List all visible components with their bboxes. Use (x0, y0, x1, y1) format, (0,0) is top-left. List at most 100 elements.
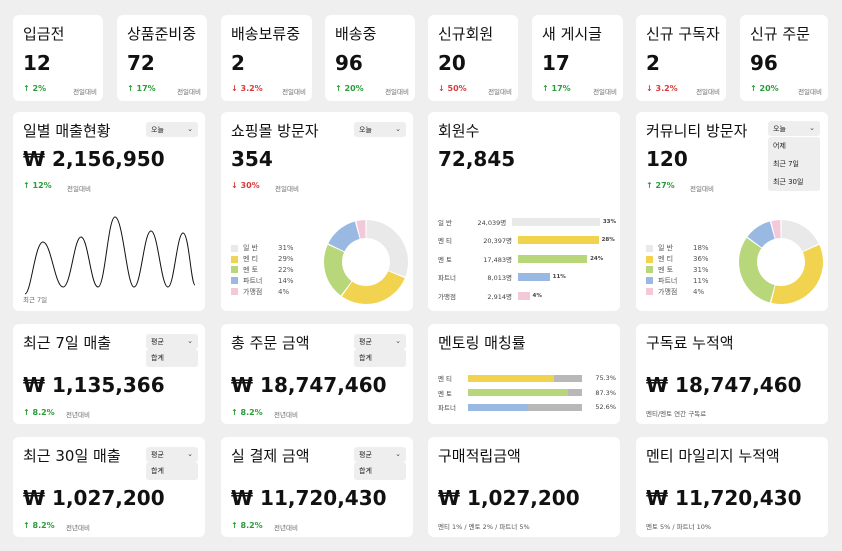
paid-amount-card: 실 결제 금액 평균 ⌄ 합계 ₩ 11,720,430 ↑ 8.2% 전년대비 (221, 437, 413, 537)
community-visitors-change: ↑ 27% (646, 181, 675, 190)
donut-slice (739, 237, 775, 303)
member-label: 가맹점 (438, 292, 456, 301)
sales-7-days-value: ₩ 1,135,366 (23, 373, 165, 397)
mall-visitors-card: 쇼핑몰 방문자 오늘 ⌄ 354 ↓ 30% 전일대비 일 반 31% 멘 티 29%… (221, 112, 413, 311)
mall-visitors-period-dropdown[interactable]: 오늘 ⌄ (354, 122, 406, 137)
stat-value: 12 (23, 51, 51, 75)
community-visitors-compare: 전일대비 (690, 185, 714, 193)
community-visitors-period-dropdown[interactable]: 오늘 ⌄ (768, 121, 820, 136)
menu-item-sum[interactable]: 합계 (359, 354, 372, 362)
member-count: 24,039명 (477, 219, 507, 227)
daily-sales-value: ₩ 2,156,950 (23, 147, 165, 171)
daily-sales-period-dropdown[interactable]: 오늘 ⌄ (146, 122, 198, 137)
stat-title: 신규회원 (438, 25, 494, 43)
legend-swatch (646, 277, 653, 285)
daily-sales-line-chart (24, 216, 196, 295)
arrow-up-icon: ↑ (231, 521, 238, 530)
daily-sales-line (24, 216, 196, 295)
stat-compare: 전일대비 (282, 88, 306, 96)
legend-pct: 18% (693, 244, 709, 253)
stat-card: 신규 구독자 2 ↓ 3.2% 전일대비 (636, 15, 726, 101)
stat-title: 신규 구독자 (646, 25, 720, 43)
mentoring-title: 멘토링 매칭률 (438, 334, 526, 352)
legend-swatch (231, 255, 238, 263)
chevron-down-icon: ⌄ (809, 124, 815, 132)
stat-pct: 3.2% (240, 84, 263, 93)
mentoring-label: 멘 티 (438, 375, 453, 383)
stat-pct: 2% (32, 84, 47, 93)
arrow-up-icon: ↑ (750, 84, 757, 93)
legend-swatch (231, 288, 238, 296)
dropdown-value: 평균 (151, 338, 164, 346)
legend-item: 멘 토 22% (231, 265, 294, 276)
stat-value: 17 (542, 51, 570, 75)
member-bar (518, 291, 530, 300)
donut-slice (771, 220, 781, 239)
legend-label: 멘 토 (243, 265, 259, 274)
chevron-down-icon: ⌄ (187, 125, 193, 133)
mentoring-pct: 75.3% (595, 374, 616, 382)
arrow-down-icon: ↓ (646, 84, 653, 93)
legend-label: 파트너 (658, 276, 678, 285)
total-orders-pct: 8.2% (240, 408, 263, 417)
dropdown-value: 오늘 (359, 126, 372, 134)
stat-pct: 50% (447, 84, 467, 93)
stat-change: ↑ 17% (127, 84, 156, 93)
legend-item: 멘 티 36% (646, 254, 709, 265)
sales-7-days-dropdown[interactable]: 평균 ⌄ (146, 334, 198, 349)
member-row: 파트너 8,013명 11% (438, 271, 616, 283)
chevron-down-icon: ⌄ (395, 450, 401, 458)
stat-value: 96 (335, 51, 363, 75)
stat-card: 배송보류중 2 ↓ 3.2% 전일대비 (221, 15, 312, 101)
mentoring-fill (468, 374, 554, 382)
member-label: 파트너 (438, 274, 456, 283)
legend-pct: 4% (693, 287, 705, 296)
menu-item-sum[interactable]: 합계 (359, 467, 372, 475)
member-bar (518, 273, 550, 282)
stat-compare: 전일대비 (696, 88, 720, 96)
menu-item-yesterday[interactable]: 어제 (773, 142, 786, 150)
member-row: 가맹점 2,914명 4% (438, 290, 616, 302)
subscription-value: ₩ 18,747,460 (646, 373, 802, 397)
sales-30-days-title: 최근 30일 매출 (23, 447, 121, 465)
purchase-points-note: 멘티 1% / 멘토 2% / 파트너 5% (438, 523, 530, 531)
member-pct: 4% (532, 292, 542, 299)
mentoring-row: 멘 토 87.3% (438, 387, 616, 399)
menu-item-last-7-days[interactable]: 최근 7일 (773, 160, 799, 168)
sales-30-days-dropdown[interactable]: 평균 ⌄ (146, 447, 198, 462)
stat-value: 72 (127, 51, 155, 75)
stat-pct: 17% (136, 84, 156, 93)
mall-visitors-value: 354 (231, 147, 273, 171)
menu-item-last-30-days[interactable]: 최근 30일 (773, 178, 804, 186)
sales-7-days-pct: 8.2% (32, 408, 55, 417)
paid-amount-value: ₩ 11,720,430 (231, 486, 387, 510)
sales-7-days-card: 최근 7일 매출 평균 ⌄ 합계 ₩ 1,135,366 ↑ 8.2% 전년대비 (13, 324, 205, 424)
stat-card: 신규회원 20 ↓ 50% 전일대비 (428, 15, 518, 101)
stat-card: 입금전 12 ↑ 2% 전일대비 (13, 15, 103, 101)
menu-item-sum[interactable]: 합계 (151, 354, 164, 362)
menu-item-sum[interactable]: 합계 (151, 467, 164, 475)
daily-sales-card: 일별 매출현황 오늘 ⌄ ₩ 2,156,950 ↑ 12% 전일대비 최근 7… (13, 112, 205, 311)
sales-7-days-compare: 전년대비 (66, 411, 90, 419)
legend-swatch (231, 277, 238, 285)
legend-pct: 11% (693, 276, 709, 285)
legend-label: 가맹점 (658, 287, 678, 296)
member-row: 멘 티 20,397명 28% (438, 234, 616, 246)
legend-pct: 4% (278, 287, 290, 296)
stat-title: 신규 주문 (750, 25, 810, 43)
member-pct: 28% (601, 237, 615, 244)
subscription-title: 구독료 누적액 (646, 334, 734, 352)
mentoring-label: 파트너 (438, 404, 456, 412)
mall-visitors-change: ↓ 30% (231, 181, 260, 190)
chevron-down-icon: ⌄ (395, 125, 401, 133)
stat-title: 상품준비중 (127, 25, 197, 43)
stat-change: ↑ 20% (750, 84, 779, 93)
member-label: 멘 티 (438, 237, 453, 246)
dropdown-value: 평균 (151, 451, 164, 459)
paid-amount-dropdown[interactable]: 평균 ⌄ (354, 447, 406, 462)
total-orders-dropdown[interactable]: 평균 ⌄ (354, 334, 406, 349)
member-pct: 11% (552, 274, 566, 281)
arrow-down-icon: ↓ (231, 84, 238, 93)
sales-7-days-change: ↑ 8.2% (23, 408, 55, 417)
legend-label: 파트너 (243, 276, 263, 285)
